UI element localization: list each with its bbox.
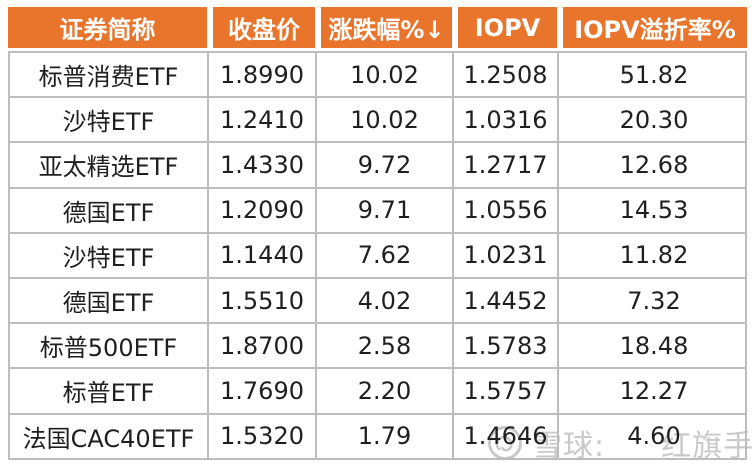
cell-close-price: 1.5320 <box>209 414 317 458</box>
cell-iopv-premium-pct: 51.82 <box>619 60 689 89</box>
cell-iopv: 1.5783 <box>454 324 559 368</box>
column-header-iopv-premium-pct[interactable]: IOPV溢折率% <box>557 7 747 48</box>
cell-iopv: 1.4452 <box>454 278 559 323</box>
cell-change-pct: 10.02 <box>317 98 454 142</box>
cell-change-pct: 9.71 <box>317 188 454 232</box>
cell-iopv: 1.0316 <box>454 98 559 142</box>
cell-iopv-premium-pct: 12.27 <box>619 376 689 405</box>
table-body: 标普消费ETF 1.8990 10.02 1.2508 51.82 沙特ETF 1.2410… <box>8 51 747 460</box>
cell-change-pct: 2.20 <box>317 369 454 413</box>
cell-iopv-premium-pct: 4.60 <box>627 422 681 451</box>
cell-close-price: 1.8700 <box>209 324 317 368</box>
cell-iopv-premium-pct: 18.48 <box>619 331 689 360</box>
cell-iopv: 1.0231 <box>454 233 559 277</box>
cell-name: 标普ETF <box>10 369 209 413</box>
etf-table: 证券简称 收盘价 涨跌幅%↓ IOPV IOPV溢折率% 标普消费ETF 1.89… <box>8 7 747 460</box>
cell-close-price: 1.1440 <box>209 233 317 277</box>
cell-iopv: 1.2508 <box>454 53 559 97</box>
cell-close-price: 1.5510 <box>209 278 317 323</box>
table-row[interactable]: 法国CAC40ETF 1.5320 1.79 1.4646 4.60 <box>10 414 745 458</box>
cell-close-price: 1.8990 <box>209 53 317 97</box>
cell-name: 标普消费ETF <box>10 53 209 97</box>
cell-change-pct: 4.02 <box>317 278 454 323</box>
cell-iopv: 1.4646 <box>454 414 559 458</box>
column-header-name[interactable]: 证券简称 <box>8 7 207 48</box>
cell-name: 德国ETF <box>10 278 209 323</box>
cell-iopv-premium-pct: 12.68 <box>619 150 689 179</box>
cell-name: 亚太精选ETF <box>10 143 209 187</box>
cell-change-pct: 10.02 <box>317 53 454 97</box>
table-row[interactable]: 沙特ETF 1.1440 7.62 1.0231 11.82 <box>10 233 745 279</box>
cell-name: 德国ETF <box>10 188 209 232</box>
table-row[interactable]: 德国ETF 1.2090 9.71 1.0556 14.53 <box>10 188 745 234</box>
cell-iopv: 1.5757 <box>454 369 559 413</box>
column-header-iopv[interactable]: IOPV <box>452 7 557 48</box>
cell-name: 沙特ETF <box>10 233 209 277</box>
cell-close-price: 1.2090 <box>209 188 317 232</box>
cell-change-pct: 7.62 <box>317 233 454 277</box>
cell-name: 标普500ETF <box>10 324 209 368</box>
cell-iopv-premium-pct: 14.53 <box>619 196 689 225</box>
cell-iopv: 1.0556 <box>454 188 559 232</box>
cell-change-pct: 1.79 <box>317 414 454 458</box>
cell-name: 法国CAC40ETF <box>10 414 209 458</box>
table-row[interactable]: 德国ETF 1.5510 4.02 1.4452 7.32 <box>10 278 745 325</box>
column-header-close-price[interactable]: 收盘价 <box>207 7 315 48</box>
table-row[interactable]: 亚太精选ETF 1.4330 9.72 1.2717 12.68 <box>10 143 745 189</box>
cell-iopv-premium-pct: 7.32 <box>627 286 681 315</box>
cell-change-pct: 2.58 <box>317 324 454 368</box>
table-header-row: 证券简称 收盘价 涨跌幅%↓ IOPV IOPV溢折率% <box>8 7 747 48</box>
cell-close-price: 1.4330 <box>209 143 317 187</box>
column-header-change-pct-sorted[interactable]: 涨跌幅%↓ <box>315 7 452 48</box>
cell-close-price: 1.7690 <box>209 369 317 413</box>
table-row[interactable]: 沙特ETF 1.2410 10.02 1.0316 20.30 <box>10 98 745 144</box>
table-row[interactable]: 标普消费ETF 1.8990 10.02 1.2508 51.82 <box>10 53 745 99</box>
cell-iopv-premium-pct: 11.82 <box>619 241 689 270</box>
cell-iopv: 1.2717 <box>454 143 559 187</box>
table-row[interactable]: 标普ETF 1.7690 2.20 1.5757 12.27 <box>10 369 745 415</box>
cell-name: 沙特ETF <box>10 98 209 142</box>
cell-close-price: 1.2410 <box>209 98 317 142</box>
table-row[interactable]: 标普500ETF 1.8700 2.58 1.5783 18.48 <box>10 324 745 370</box>
cell-change-pct: 9.72 <box>317 143 454 187</box>
cell-iopv-premium-pct: 20.30 <box>619 105 689 134</box>
